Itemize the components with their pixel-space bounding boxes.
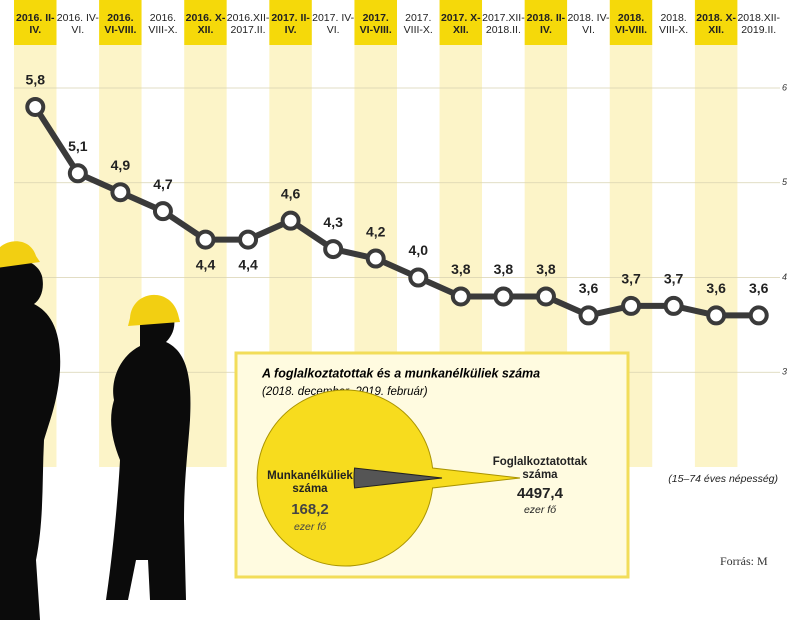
point (198, 232, 214, 248)
data-label: 3,6 (579, 280, 599, 296)
point (70, 165, 86, 181)
note: (15–74 éves népesség) (668, 473, 778, 485)
point (666, 298, 682, 314)
chart: 3 4 5 6 A foglalkoztatottak és a munkanélkü… (0, 0, 791, 620)
data-label: 3,8 (494, 261, 514, 277)
data-label: 5,1 (68, 138, 88, 154)
point (283, 213, 299, 229)
point (325, 241, 341, 257)
point (538, 288, 554, 304)
point (708, 307, 724, 323)
data-label: 3,8 (451, 261, 471, 277)
pie-inset: A foglalkoztatottak és a munkanélküliek … (236, 353, 628, 577)
x-tick-label: 2016.XII- 2017.II. (227, 0, 270, 45)
page: 3 4 5 6 A foglalkoztatottak és a munkanélkü… (0, 0, 791, 620)
column-stripe (737, 45, 780, 467)
x-tick-label: 2017. II-IV. (269, 0, 312, 45)
data-label: 4,0 (409, 242, 429, 258)
pie-title: A foglalkoztatottak és a munkanélküliek … (261, 366, 540, 380)
point (410, 270, 426, 286)
x-tick-label: 2016. II-IV. (14, 0, 57, 45)
data-label: 4,9 (111, 157, 131, 173)
data-label: 4,2 (366, 223, 386, 239)
x-tick-label: 2016. VI-VIII. (99, 0, 142, 45)
data-label: 3,8 (536, 261, 556, 277)
point (581, 307, 597, 323)
x-tick-label: 2017. VIII-X. (397, 0, 440, 45)
x-tick-label: 2018.XII- 2019.II. (737, 0, 780, 45)
x-tick-label: 2017.XII- 2018.II. (482, 0, 525, 45)
point (495, 288, 511, 304)
y-tick-label: 6 (782, 82, 787, 92)
point (623, 298, 639, 314)
point (112, 184, 128, 200)
value-label: 168,2 (291, 501, 329, 518)
y-tick-label: 3 (782, 367, 787, 377)
point (368, 251, 384, 267)
point (155, 203, 171, 219)
unit-label: ezer fő (524, 504, 556, 516)
x-tick-label: 2018. II-IV. (525, 0, 568, 45)
x-tick-label: 2016. IV-VI. (57, 0, 100, 45)
data-label: 4,6 (281, 185, 301, 201)
data-label: 4,3 (323, 214, 343, 230)
value-label: 4497,4 (517, 485, 564, 502)
x-tick-label: 2017. X-XII. (440, 0, 483, 45)
column-stripe (57, 45, 100, 467)
point (27, 99, 43, 115)
x-tick-label: 2016. X-XII. (184, 0, 227, 45)
column-stripe (695, 45, 738, 467)
x-tick-label: 2017. IV-VI. (312, 0, 355, 45)
data-label: 4,4 (238, 256, 258, 272)
x-tick-label: 2018. VI-VIII. (610, 0, 653, 45)
x-tick-label: 2018. IV-VI. (567, 0, 610, 45)
data-label: 3,7 (664, 271, 684, 287)
x-tick-label: 2018. X-XII. (695, 0, 738, 45)
data-label: 3,6 (706, 280, 726, 296)
column-stripe (652, 45, 695, 467)
x-tick-label: 2017. VI-VIII. (354, 0, 397, 45)
x-tick-label: 2018. VIII-X. (652, 0, 695, 45)
data-label: 4,7 (153, 176, 173, 192)
data-label: 3,7 (621, 271, 641, 287)
data-label: 5,8 (26, 72, 46, 88)
unit-label: ezer fő (294, 521, 326, 533)
x-tick-label: 2016. VIII-X. (142, 0, 185, 45)
point (751, 307, 767, 323)
y-tick-label: 4 (782, 272, 787, 282)
source: Forrás: M (720, 554, 768, 568)
point (453, 288, 469, 304)
y-tick-label: 5 (782, 177, 788, 187)
data-label: 4,4 (196, 256, 216, 272)
data-label: 3,6 (749, 280, 769, 296)
point (240, 232, 256, 248)
